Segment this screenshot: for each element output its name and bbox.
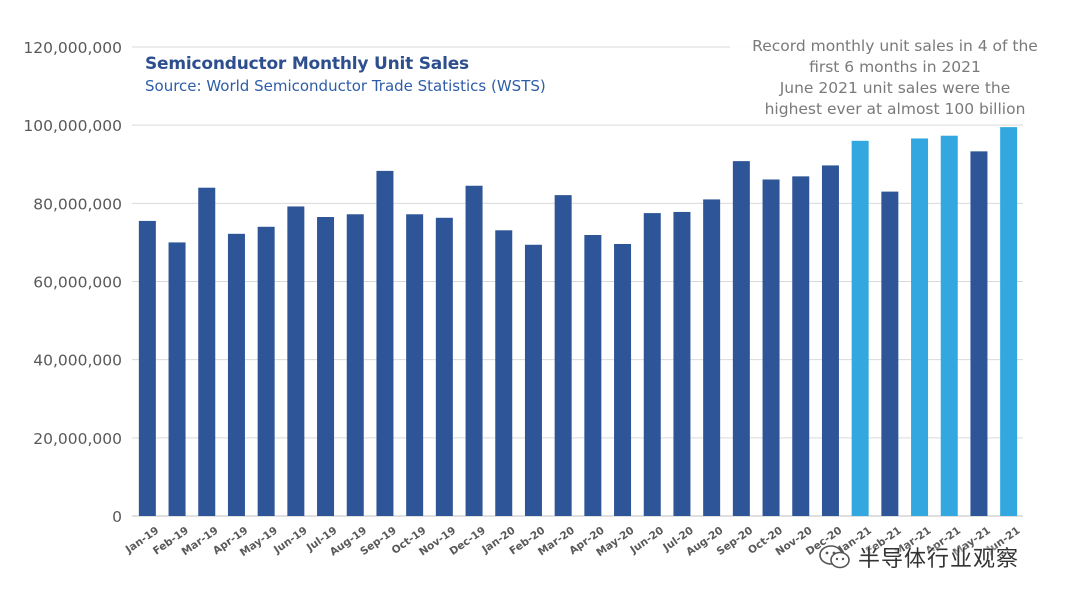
y-tick-label: 20,000,000 bbox=[33, 430, 122, 448]
y-tick-label: 0 bbox=[112, 508, 122, 526]
y-tick-label: 80,000,000 bbox=[33, 195, 122, 213]
y-tick-label: 40,000,000 bbox=[33, 352, 122, 370]
bar-jul-19 bbox=[317, 217, 335, 516]
bar-oct-20 bbox=[762, 179, 780, 516]
bar-jun-20 bbox=[643, 213, 661, 516]
bar-feb-19 bbox=[168, 242, 186, 516]
watermark: 半导体行业观察 bbox=[818, 541, 1019, 573]
bar-mar-20 bbox=[554, 195, 572, 516]
chart-title: Semiconductor Monthly Unit Sales bbox=[145, 54, 469, 74]
bar-mar-19 bbox=[198, 187, 216, 516]
bar-mar-21 bbox=[911, 138, 929, 516]
bar-nov-20 bbox=[792, 176, 810, 516]
bar-apr-20 bbox=[584, 234, 602, 516]
bar-sep-20 bbox=[732, 161, 750, 516]
x-tick-label: Jun-19 bbox=[271, 525, 310, 557]
y-tick-label: 120,000,000 bbox=[23, 39, 122, 57]
annotation-line: first 6 months in 2021 bbox=[809, 58, 981, 76]
bar-may-21 bbox=[970, 151, 988, 517]
bar-jan-19 bbox=[138, 220, 156, 516]
bar-dec-20 bbox=[821, 165, 839, 517]
bar-feb-21 bbox=[881, 191, 899, 516]
bar-feb-20 bbox=[524, 244, 542, 517]
annotation-line: highest ever at almost 100 billion bbox=[764, 100, 1026, 118]
bar-dec-19 bbox=[465, 185, 483, 516]
bar-aug-20 bbox=[703, 199, 721, 517]
bar-jun-21 bbox=[1000, 127, 1018, 516]
annotation-line: June 2021 unit sales were the bbox=[779, 79, 1011, 97]
annotation: Record monthly unit sales in 4 of the fi… bbox=[730, 36, 1060, 120]
y-tick-label: 100,000,000 bbox=[23, 117, 122, 135]
bar-may-20 bbox=[614, 243, 632, 517]
chart-title-block: Semiconductor Monthly Unit Sales Source:… bbox=[145, 54, 546, 95]
bar-jul-20 bbox=[673, 211, 691, 516]
bar-apr-21 bbox=[940, 135, 958, 516]
y-axis: 0 20,000,000 40,000,000 60,000,000 80,000,00… bbox=[23, 39, 122, 526]
bar-jan-21 bbox=[851, 140, 869, 517]
bar-may-19 bbox=[257, 226, 275, 517]
bar-apr-19 bbox=[227, 233, 245, 516]
bar-jan-20 bbox=[495, 230, 513, 516]
y-tick-label: 60,000,000 bbox=[33, 274, 122, 292]
watermark-text: 半导体行业观察 bbox=[858, 547, 1020, 572]
wechat-icon bbox=[819, 545, 850, 569]
annotation-line: Record monthly unit sales in 4 of the bbox=[752, 37, 1038, 55]
bar-oct-19 bbox=[406, 214, 424, 516]
bar-aug-19 bbox=[346, 214, 364, 516]
chart-subtitle: Source: World Semiconductor Trade Statis… bbox=[145, 77, 546, 95]
gridlines bbox=[132, 46, 1023, 517]
bar-sep-19 bbox=[376, 170, 394, 516]
bar-jun-19 bbox=[287, 206, 305, 516]
x-tick-label: Jun-20 bbox=[627, 525, 666, 557]
bar-nov-19 bbox=[435, 217, 453, 516]
bars bbox=[138, 127, 1018, 517]
